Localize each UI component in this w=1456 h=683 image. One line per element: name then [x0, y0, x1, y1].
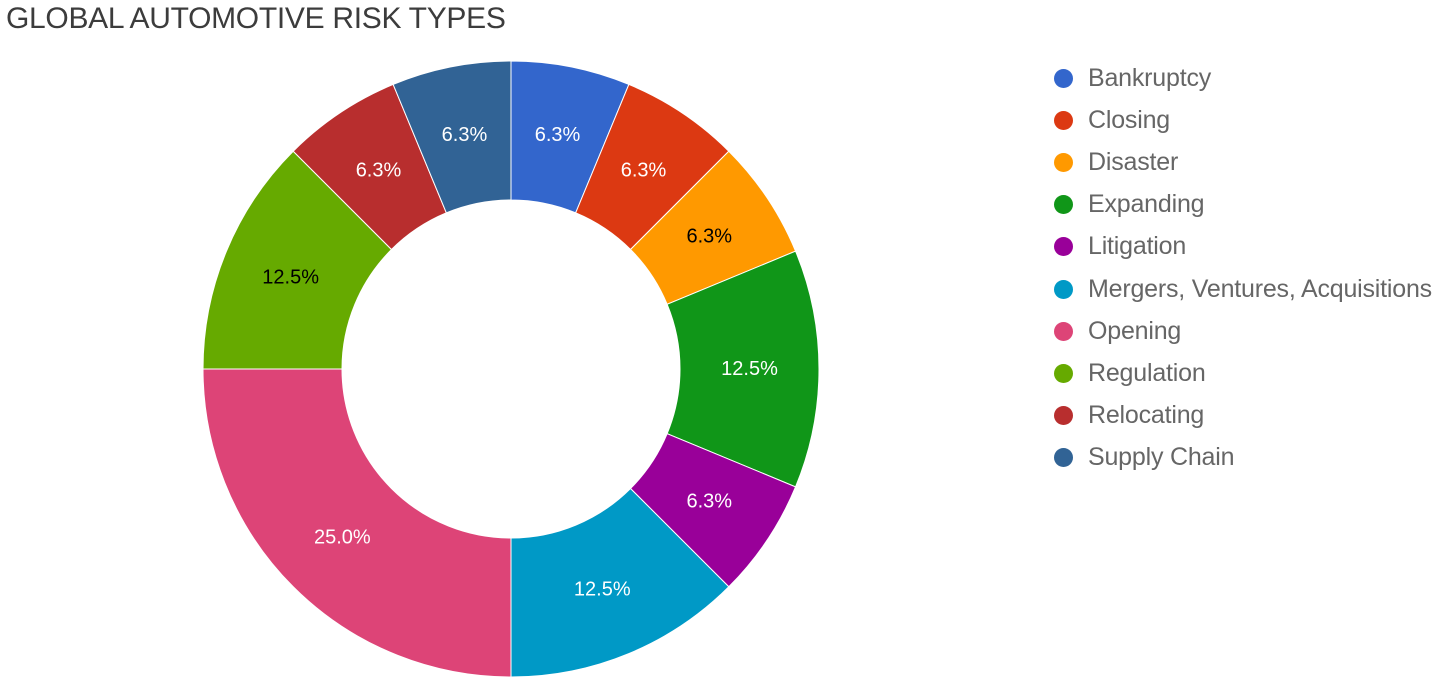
- legend-swatch-icon: [1054, 406, 1073, 426]
- legend-label: Regulation: [1088, 358, 1206, 387]
- legend-swatch-icon: [1054, 110, 1073, 130]
- legend-swatch-icon: [1054, 448, 1073, 468]
- slice-opening: [202, 368, 512, 678]
- legend-swatch-icon: [1054, 237, 1073, 257]
- legend-label: Relocating: [1088, 401, 1205, 430]
- legend-item: Mergers, Ventures, Acquisitions: [1054, 268, 1454, 310]
- legend-label: Disaster: [1088, 147, 1179, 176]
- legend-swatch-icon: [1054, 363, 1073, 383]
- legend-item: Relocating: [1054, 395, 1454, 437]
- legend-swatch-icon: [1054, 195, 1073, 215]
- slice-data-label: 6.3%: [356, 160, 402, 182]
- slice-data-label: 6.3%: [535, 124, 581, 146]
- slice-data-label: 12.5%: [262, 267, 319, 289]
- legend-label: Litigation: [1088, 232, 1187, 261]
- slice-data-label: 12.5%: [574, 578, 631, 600]
- legend-label: Bankruptcy: [1088, 63, 1212, 92]
- chart-legend: Bankruptcy Closing Disaster Expanding Litiga…: [1054, 57, 1454, 479]
- donut-chart: 6.3% 6.3% 6.3% 12.5% 6.3% 12.5% 25.0% 12.5% 6.3%…: [202, 60, 820, 678]
- legend-item: Disaster: [1054, 141, 1454, 183]
- legend-item: Expanding: [1054, 184, 1454, 226]
- legend-label: Mergers, Ventures, Acquisitions: [1088, 274, 1432, 303]
- chart-title: GLOBAL AUTOMOTIVE RISK TYPES: [6, 2, 506, 35]
- slice-data-label: 6.3%: [442, 124, 488, 146]
- legend-swatch-icon: [1054, 68, 1073, 88]
- legend-item: Closing: [1054, 99, 1454, 141]
- slice-data-label: 12.5%: [721, 358, 778, 380]
- legend-swatch-icon: [1054, 152, 1073, 172]
- slice-data-label: 6.3%: [687, 491, 733, 513]
- slice-data-label: 6.3%: [687, 225, 733, 247]
- legend-label: Opening: [1088, 316, 1182, 345]
- slice-supply-chain: [392, 60, 512, 214]
- legend-item: Supply Chain: [1054, 437, 1454, 479]
- legend-label: Expanding: [1088, 190, 1205, 219]
- legend-item: Bankruptcy: [1054, 57, 1454, 99]
- legend-label: Supply Chain: [1088, 443, 1235, 472]
- legend-label: Closing: [1088, 105, 1170, 134]
- legend-swatch-icon: [1054, 279, 1073, 299]
- slice-data-label: 25.0%: [314, 527, 371, 549]
- slice-data-label: 6.3%: [621, 160, 667, 182]
- legend-item: Opening: [1054, 310, 1454, 352]
- legend-item: Litigation: [1054, 226, 1454, 268]
- legend-swatch-icon: [1054, 321, 1073, 341]
- legend-item: Regulation: [1054, 352, 1454, 394]
